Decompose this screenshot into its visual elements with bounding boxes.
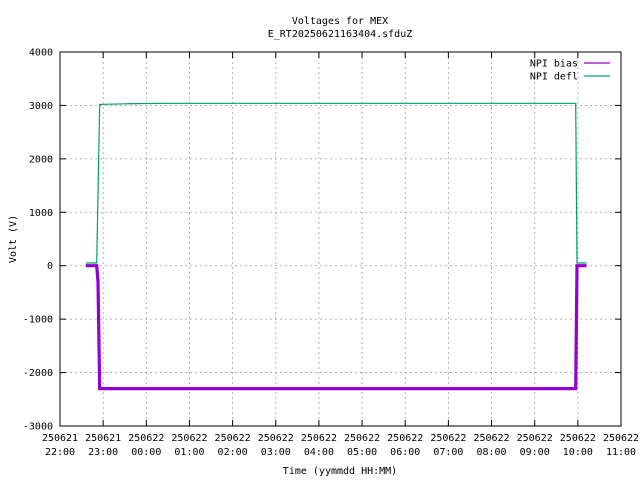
y-tick-label: -1000 <box>23 315 53 326</box>
x-tick-date: 250622 <box>258 433 294 444</box>
y-tick-label: 1000 <box>29 208 53 219</box>
x-tick-time: 06:00 <box>390 447 420 458</box>
y-tick-label: 0 <box>47 261 53 272</box>
x-tick-time: 08:00 <box>476 447 506 458</box>
x-tick-time: 10:00 <box>563 447 593 458</box>
x-tick-date: 250621 <box>42 433 78 444</box>
x-tick-date: 250622 <box>344 433 380 444</box>
x-tick-time: 11:00 <box>606 447 636 458</box>
x-tick-date: 250622 <box>603 433 639 444</box>
x-tick-date: 250622 <box>387 433 423 444</box>
x-tick-time: 23:00 <box>88 447 118 458</box>
plot-frame <box>59 51 622 427</box>
series-line-1 <box>85 102 587 264</box>
x-tick-time: 00:00 <box>131 447 161 458</box>
x-tick-date: 250622 <box>215 433 251 444</box>
y-tick-label: 4000 <box>29 48 53 59</box>
y-axis-label: Volt (V) <box>8 215 19 263</box>
x-tick-date: 250622 <box>301 433 337 444</box>
y-tick-label: 2000 <box>29 154 53 165</box>
x-tick-time: 04:00 <box>304 447 334 458</box>
series-line-0 <box>85 264 587 391</box>
x-tick-time: 02:00 <box>218 447 248 458</box>
legend: NPI bias NPI defl <box>530 59 610 83</box>
y-tick-label: -3000 <box>23 422 53 433</box>
x-tick-time: 07:00 <box>433 447 463 458</box>
x-axis: 250621 22:00 250621 23:00 250622 00:00 250622 0… <box>42 52 639 458</box>
x-tick-date: 250622 <box>171 433 207 444</box>
y-tick-label: -2000 <box>23 368 53 379</box>
x-tick-date: 250622 <box>560 433 596 444</box>
x-tick-date: 250622 <box>473 433 509 444</box>
x-tick-time: 01:00 <box>174 447 204 458</box>
series-lines <box>85 102 587 391</box>
legend-label: NPI defl <box>530 72 578 83</box>
x-tick-time: 05:00 <box>347 447 377 458</box>
chart-title: Voltages for MEX <box>292 16 388 27</box>
x-tick-date: 250622 <box>430 433 466 444</box>
y-axis: -3000 -2000 -1000 0 1000 2000 3000 4000 <box>23 48 621 433</box>
chart-subtitle: E_RT20250621163404.sfduZ <box>268 29 413 40</box>
x-tick-time: 09:00 <box>520 447 550 458</box>
x-tick-date: 250621 <box>85 433 121 444</box>
y-tick-label: 3000 <box>29 101 53 112</box>
x-tick-date: 250622 <box>128 433 164 444</box>
legend-label: NPI bias <box>530 59 578 70</box>
x-tick-time: 22:00 <box>45 447 75 458</box>
x-tick-date: 250622 <box>517 433 553 444</box>
gridlines <box>60 52 621 426</box>
x-tick-time: 03:00 <box>261 447 291 458</box>
x-axis-label: Time (yymmdd HH:MM) <box>283 466 397 477</box>
